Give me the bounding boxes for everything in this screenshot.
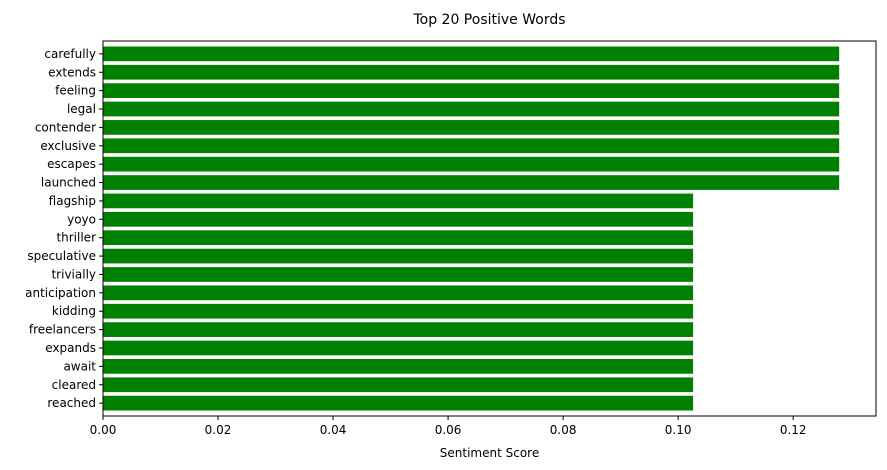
y-tick-label: anticipation [25, 286, 96, 300]
bar-feeling [103, 83, 840, 98]
bar-expands [103, 340, 694, 356]
y-axis-ticks: carefully extends feeling legal contender exc… [25, 47, 103, 410]
bars-layer [103, 46, 840, 411]
y-tick-label: carefully [44, 47, 96, 61]
bar-flagship [103, 193, 694, 209]
bar-kidding [103, 303, 694, 319]
bar-contender [103, 120, 840, 135]
chart-title: Top 20 Positive Words [412, 12, 565, 28]
bar-anticipation [103, 285, 694, 301]
bar-carefully [103, 46, 840, 62]
bar-exclusive [103, 138, 840, 154]
x-axis-ticks: 0.00 0.02 0.04 0.06 0.08 0.10 0.12 [90, 416, 807, 437]
y-tick-label: await [63, 359, 96, 373]
x-tick-label: 0.12 [780, 423, 807, 437]
y-tick-label: thriller [56, 231, 96, 245]
x-tick-label: 0.06 [435, 423, 462, 437]
y-tick-label: speculative [27, 249, 96, 263]
bar-freelancers [103, 322, 694, 337]
bar-speculative [103, 248, 694, 264]
x-tick-label: 0.00 [90, 423, 117, 437]
bar-legal [103, 101, 840, 117]
x-tick-label: 0.04 [320, 423, 347, 437]
x-axis-label: Sentiment Score [440, 446, 539, 460]
y-tick-label: contender [35, 120, 96, 134]
bar-reached [103, 395, 694, 411]
y-tick-label: trivially [51, 267, 96, 281]
y-tick-label: yoyo [67, 212, 96, 226]
y-tick-label: freelancers [29, 323, 96, 337]
bar-yoyo [103, 211, 694, 227]
x-tick-label: 0.02 [205, 423, 232, 437]
x-tick-label: 0.10 [665, 423, 692, 437]
bar-escapes [103, 156, 840, 172]
bar-cleared [103, 377, 694, 393]
y-tick-label: feeling [55, 84, 96, 98]
y-tick-label: escapes [47, 157, 96, 171]
y-tick-label: reached [47, 396, 96, 410]
bar-launched [103, 175, 840, 190]
y-tick-label: flagship [49, 194, 96, 208]
bar-await [103, 359, 694, 374]
y-tick-label: legal [67, 102, 96, 116]
y-tick-label: cleared [52, 378, 96, 392]
y-tick-label: exclusive [40, 139, 96, 153]
bar-trivially [103, 267, 694, 282]
x-tick-label: 0.08 [550, 423, 577, 437]
y-tick-label: expands [45, 341, 96, 355]
y-tick-label: kidding [52, 304, 96, 318]
bar-extends [103, 64, 840, 80]
bar-thriller [103, 230, 694, 246]
plot-frame [102, 40, 877, 417]
y-tick-label: extends [48, 65, 96, 79]
y-tick-label: launched [41, 176, 96, 190]
